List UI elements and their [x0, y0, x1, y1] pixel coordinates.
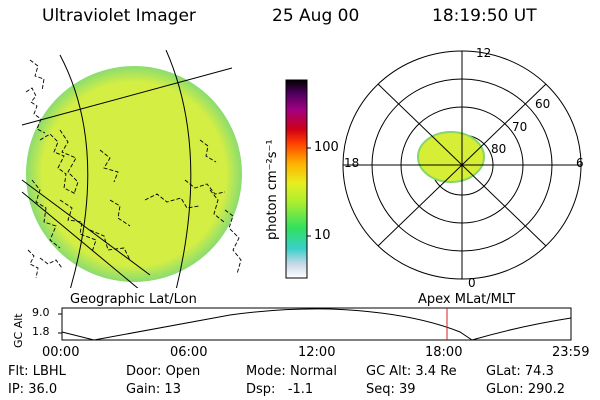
colorbar-scale — [285, 79, 308, 279]
geographic-image-panel — [21, 50, 242, 288]
mlat-label-60: 60 — [535, 97, 551, 111]
filter-value: LBHL — [32, 364, 66, 379]
dsp-field: Dsp: -1.1 — [246, 382, 314, 397]
seq-field: Seq: 39 — [366, 382, 416, 397]
mlt-label-18: 18 — [344, 156, 360, 170]
dsp-value: -1.1 — [287, 382, 314, 397]
altitude-axis-label: GC Alt — [12, 313, 25, 348]
gain-value: 13 — [164, 382, 181, 397]
mlt-label-0: 0 — [468, 276, 476, 290]
image-time: 18:19:50 UT — [432, 6, 537, 26]
geographic-caption: Geographic Lat/Lon — [70, 292, 197, 307]
colorbar-unit-label: photon cm⁻²s⁻¹ — [265, 139, 280, 240]
gain-field: Gain: 13 — [126, 382, 181, 397]
coastlines — [25, 59, 242, 279]
x-tick-2359: 23:59 — [552, 345, 590, 360]
altitude-tick-low: 1.8 — [32, 325, 50, 338]
x-tick-0000: 00:00 — [42, 345, 80, 360]
filter-field: Flt: LBHL — [8, 364, 66, 379]
image-date: 25 Aug 00 — [272, 6, 360, 26]
polar-axes — [343, 51, 581, 279]
geo-grid — [21, 50, 233, 288]
colorbar-tick-100: 100 — [314, 140, 339, 155]
mlt-label-12: 12 — [476, 46, 492, 60]
glon-value: 290.2 — [527, 382, 566, 397]
colorbar-tick-10: 10 — [314, 228, 331, 243]
altitude-plot — [58, 307, 572, 341]
ip-value: 36.0 — [28, 382, 58, 397]
altitude-tick-high: 9.0 — [32, 306, 50, 319]
x-tick-1200: 12:00 — [298, 345, 336, 360]
gc-alt-value: 3.4 Re — [415, 364, 457, 379]
mode-field: Mode: Normal — [246, 364, 337, 379]
door-value: Open — [165, 364, 201, 379]
glat-value: 74.3 — [524, 364, 554, 379]
earth-disk — [26, 66, 242, 282]
colorbar — [285, 79, 311, 279]
ip-field: IP: 36.0 — [8, 382, 58, 397]
x-tick-0600: 06:00 — [170, 345, 208, 360]
mlt-label-6: 6 — [576, 156, 584, 170]
auroral-oval — [417, 131, 485, 183]
glon-field: GLon: 290.2 — [486, 382, 566, 397]
apex-caption: Apex MLat/MLT — [418, 292, 516, 307]
app-title: Ultraviolet Imager — [42, 6, 196, 26]
seq-value: 39 — [399, 382, 416, 397]
mlat-label-70: 70 — [512, 120, 528, 134]
mlat-label-80: 80 — [491, 142, 507, 156]
x-tick-1800: 18:00 — [425, 345, 463, 360]
altitude-curve — [61, 308, 572, 341]
door-field: Door: Open — [126, 364, 201, 379]
gc-alt-field: GC Alt: 3.4 Re — [366, 364, 457, 379]
glat-field: GLat: 74.3 — [486, 364, 554, 379]
mode-value: Normal — [289, 364, 337, 379]
